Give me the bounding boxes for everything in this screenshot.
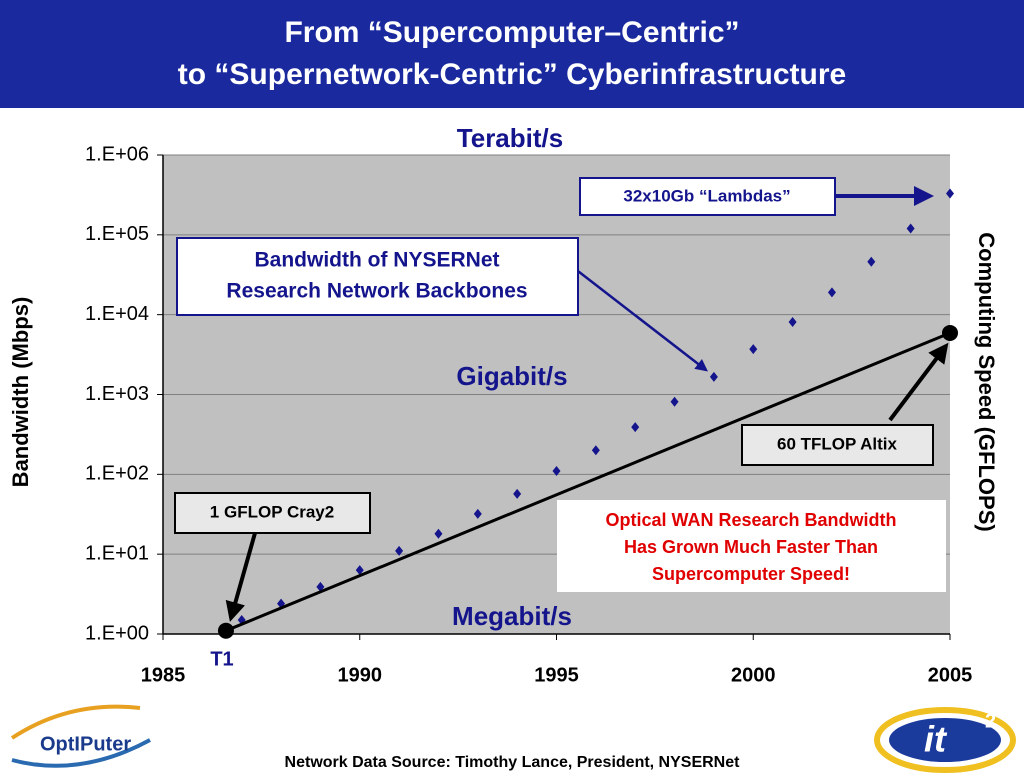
data-point (670, 396, 679, 407)
data-point (395, 545, 404, 556)
annotation: Optical WAN Research Bandwidth (605, 510, 896, 530)
y-axis-label: Bandwidth (Mbps) (8, 297, 33, 488)
annotation-box (741, 424, 934, 466)
x-tick-label: 1990 (338, 664, 383, 686)
data-point (906, 223, 915, 234)
plot: 1.E+00 1.E+01 1.E+02 1.E+03 1.E+04 1.E+05 1.E+… (8, 123, 999, 686)
data-point (355, 565, 364, 576)
annotation-box (579, 177, 836, 216)
zone-label: T1 (210, 648, 233, 670)
x-tick-label: 2005 (928, 664, 973, 686)
data-point (946, 188, 954, 199)
data-point (827, 287, 836, 298)
footer: Network Data Source: Timothy Lance, Pres… (285, 754, 741, 771)
zone-label: Terabit/s (457, 123, 563, 153)
data-point (513, 488, 522, 499)
endpoint (217, 622, 234, 639)
y-tick-label: 1.E+06 (85, 143, 149, 165)
title: From “Supercomputer–Centric” (284, 16, 739, 49)
arrow (225, 532, 257, 622)
y2-axis-label: Computing Speed (GFLOPS) (974, 232, 999, 531)
x-tick-label: 1985 (141, 664, 186, 686)
x-tick-label: 2000 (731, 664, 776, 686)
zone-label: Megabit/s (452, 601, 572, 631)
logo-text: OptIPuter (40, 733, 131, 755)
annotation: 60 TFLOP Altix (777, 434, 898, 453)
x-tick-label: 1995 (534, 664, 579, 686)
annotation: Research Network Backbones (226, 280, 527, 303)
y-tick-label: 1.E+04 (85, 303, 149, 325)
data-point (473, 508, 482, 519)
data-point (552, 466, 561, 477)
arrow (888, 342, 949, 422)
data-point (749, 344, 758, 355)
y-tick-label: 1.E+03 (85, 383, 149, 405)
data-point (788, 316, 797, 327)
data-point (709, 371, 718, 382)
annotation: 32x10Gb “Lambdas” (623, 186, 790, 205)
line (225, 331, 951, 633)
annotation: Supercomputer Speed! (652, 564, 850, 584)
annotation-box (174, 492, 371, 534)
y-tick-label: 1.E+02 (85, 463, 149, 485)
annotation: Bandwidth of NYSERNet (255, 249, 500, 272)
annotation: Has Grown Much Faster Than (624, 537, 878, 557)
data-point (591, 445, 600, 456)
logo-sup: 2 (985, 710, 996, 732)
endpoint (942, 324, 958, 341)
annotation-box (557, 500, 946, 592)
title-bar (0, 0, 1024, 108)
title: to “Supernetwork-Centric” Cyberinfrastru… (178, 58, 846, 91)
y-tick-label: 1.E+01 (85, 542, 149, 564)
arrow (573, 267, 708, 372)
data-point (316, 581, 325, 592)
data-point (631, 422, 640, 433)
data-point (434, 528, 443, 539)
logo-text: it (924, 719, 948, 760)
data-point (867, 256, 876, 267)
annotation-box (176, 237, 579, 316)
y-tick-label: 1.E+05 (85, 223, 149, 245)
y-tick-label: 1.E+00 (85, 622, 149, 644)
zone-label: Gigabit/s (456, 361, 567, 391)
annotation: 1 GFLOP Cray2 (210, 502, 334, 521)
left-logo: OptIPuter (10, 704, 151, 768)
right-logo: it 2 (874, 707, 1016, 773)
